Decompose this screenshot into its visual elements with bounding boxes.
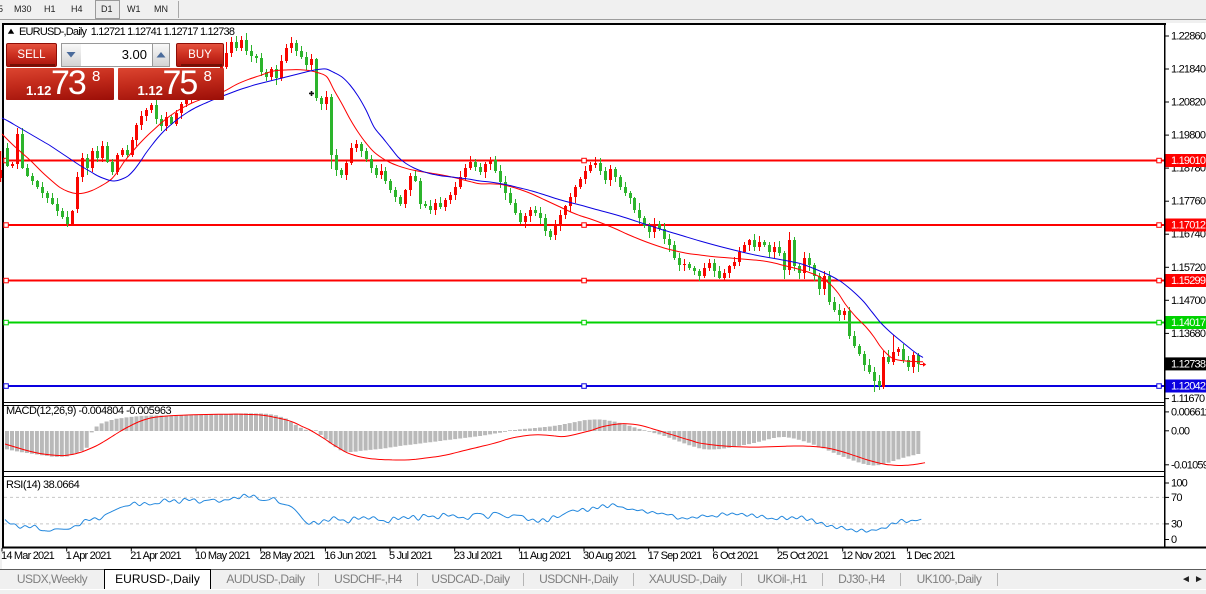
- svg-text:1.15299: 1.15299: [1171, 275, 1206, 287]
- svg-text:1.20820: 1.20820: [1171, 97, 1206, 109]
- svg-text:21 Apr 2021: 21 Apr 2021: [130, 550, 181, 562]
- svg-text:1.14700: 1.14700: [1171, 295, 1206, 307]
- svg-text:11 Aug 2021: 11 Aug 2021: [518, 550, 571, 562]
- svg-text:1.17012: 1.17012: [1171, 220, 1206, 232]
- svg-text:6 Oct 2021: 6 Oct 2021: [712, 550, 758, 562]
- svg-text:1.19010: 1.19010: [1171, 155, 1206, 167]
- svg-text:30: 30: [1171, 518, 1182, 530]
- svg-text:0.00: 0.00: [1171, 425, 1190, 437]
- svg-text:70: 70: [1171, 492, 1182, 504]
- svg-text:14 Mar 2021: 14 Mar 2021: [1, 550, 55, 562]
- svg-text:1.11670: 1.11670: [1171, 393, 1205, 405]
- svg-text:1.16740: 1.16740: [1171, 229, 1206, 241]
- svg-text:5 Jul 2021: 5 Jul 2021: [389, 550, 432, 562]
- svg-text:23 Jul 2021: 23 Jul 2021: [454, 550, 503, 562]
- svg-text:25 Oct 2021: 25 Oct 2021: [777, 550, 829, 562]
- svg-text:1 Dec 2021: 1 Dec 2021: [906, 550, 955, 562]
- svg-text:MACD(12,26,9) -0.004804 -0.005: MACD(12,26,9) -0.004804 -0.005963: [6, 405, 171, 417]
- svg-text:1.12738: 1.12738: [1171, 358, 1206, 370]
- svg-text:28 May 2021: 28 May 2021: [260, 550, 315, 562]
- svg-text:12 Nov 2021: 12 Nov 2021: [842, 550, 896, 562]
- svg-text:EURUSD-,Daily 1.12721 1.12741: EURUSD-,Daily 1.12721 1.12741 1.12717 1.…: [19, 26, 235, 38]
- svg-text:100: 100: [1171, 478, 1188, 490]
- svg-text:10 May 2021: 10 May 2021: [195, 550, 250, 562]
- svg-text:16 Jun 2021: 16 Jun 2021: [324, 550, 376, 562]
- svg-text:0.006611: 0.006611: [1171, 406, 1206, 418]
- svg-text:1 Apr 2021: 1 Apr 2021: [66, 550, 112, 562]
- svg-text:-0.010593: -0.010593: [1171, 459, 1206, 471]
- svg-text:1.14017: 1.14017: [1171, 317, 1206, 329]
- svg-text:1.12042: 1.12042: [1171, 381, 1206, 393]
- svg-text:17 Sep 2021: 17 Sep 2021: [648, 550, 702, 562]
- svg-text:30 Aug 2021: 30 Aug 2021: [583, 550, 637, 562]
- svg-text:1.13680: 1.13680: [1171, 328, 1206, 340]
- svg-text:1.17760: 1.17760: [1171, 196, 1206, 208]
- svg-text:1.21840: 1.21840: [1171, 64, 1206, 76]
- svg-text:RSI(14) 38.0664: RSI(14) 38.0664: [6, 479, 80, 491]
- svg-text:1.22860: 1.22860: [1171, 31, 1206, 43]
- svg-text:1.19800: 1.19800: [1171, 130, 1206, 142]
- svg-text:1.15720: 1.15720: [1171, 262, 1206, 274]
- svg-text:0: 0: [1171, 534, 1177, 546]
